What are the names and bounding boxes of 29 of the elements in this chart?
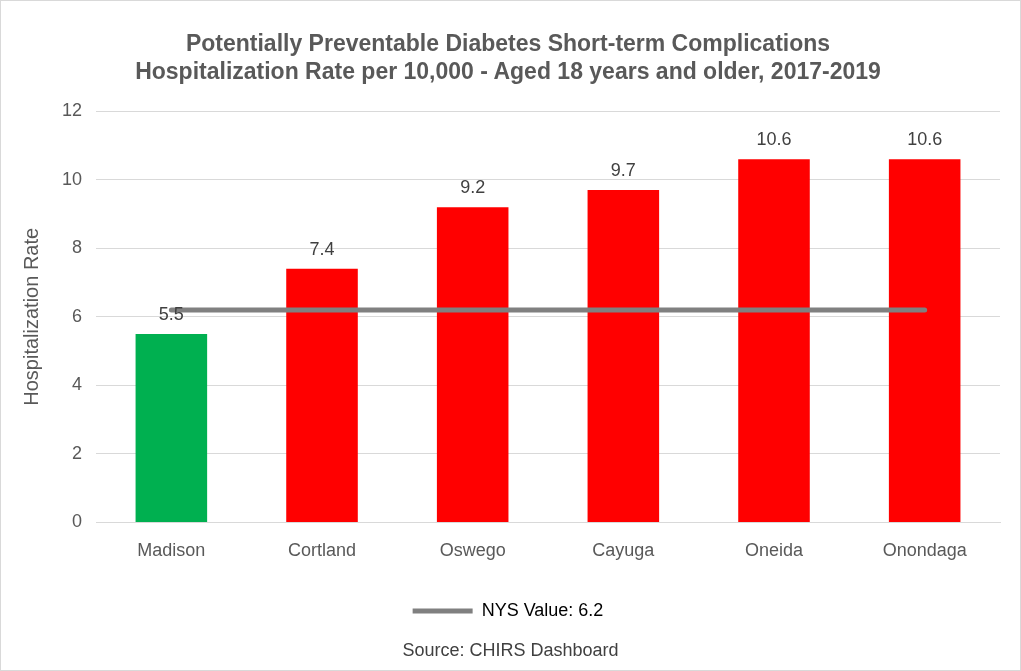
y-tick-label: 6	[72, 305, 83, 326]
legend-label: NYS Value: 6.2	[481, 599, 604, 620]
bar	[888, 159, 961, 522]
y-axis-title: Hospitalization Rate	[19, 227, 42, 406]
data-label: 10.6	[907, 129, 943, 150]
data-label: 9.2	[460, 177, 486, 198]
x-tick-label: Oswego	[439, 540, 506, 561]
x-tick-label: Onondaga	[882, 540, 968, 561]
bar	[738, 159, 810, 522]
bar	[587, 190, 660, 522]
data-label: 7.4	[309, 238, 335, 259]
y-tick-label: 12	[61, 100, 83, 121]
x-tick-label: Madison	[137, 540, 206, 561]
source-note: Source: CHIRS Dashboard	[402, 639, 619, 660]
x-tick-label: Cayuga	[592, 540, 656, 561]
data-label: 5.5	[158, 303, 184, 324]
y-tick-label: 2	[72, 442, 83, 463]
y-tick-label: 10	[61, 168, 83, 189]
x-tick-label: Oneida	[744, 540, 805, 561]
y-tick-label: 8	[72, 237, 83, 258]
y-tick-label: 4	[72, 374, 83, 395]
bar	[286, 268, 358, 522]
bar	[135, 333, 208, 522]
data-label: 9.7	[610, 159, 636, 180]
bar	[436, 207, 509, 522]
y-tick-label: 0	[72, 511, 83, 532]
chart-title: Potentially Preventable Diabetes Short-term Complications Hospitalization Rate per 10,000 - Aged 18 years and older, 2017-2019	[135, 30, 881, 84]
x-tick-label: Cortland	[287, 540, 357, 561]
data-label: 10.6	[756, 129, 792, 150]
